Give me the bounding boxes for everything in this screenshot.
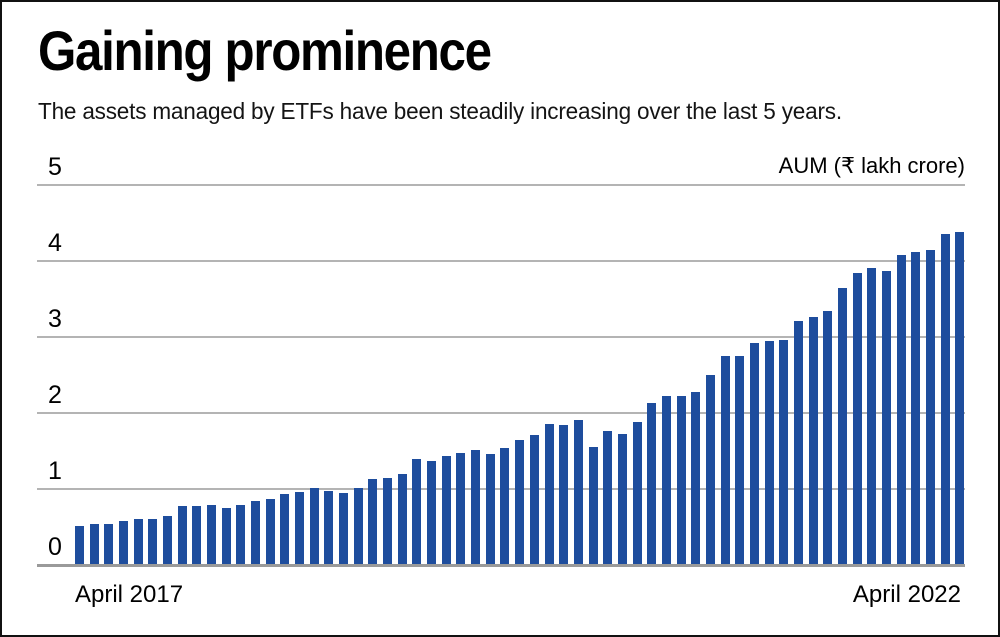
bar-series xyxy=(75,185,965,564)
bar-month-54 xyxy=(852,272,862,564)
bar-month-1 xyxy=(75,526,84,564)
y-tick-label-0: 0 xyxy=(48,533,62,561)
bar-month-45 xyxy=(720,356,730,564)
bar-chart-plot-area: AUM (₹ lakh crore) 0 1 2 3 4 5 xyxy=(37,153,965,567)
chart-subtitle: The assets managed by ETFs have been ste… xyxy=(38,98,842,124)
bar-month-13 xyxy=(251,501,261,564)
bar-month-34 xyxy=(559,425,569,564)
bar-month-9 xyxy=(192,505,202,564)
bar-month-3 xyxy=(104,523,114,564)
gridline-y2 xyxy=(37,412,965,414)
bar-month-43 xyxy=(691,391,701,564)
bar-month-19 xyxy=(339,492,349,564)
bar-month-37 xyxy=(603,430,613,564)
bar-month-52 xyxy=(823,310,833,564)
gridline-y4 xyxy=(37,260,965,262)
bar-month-4 xyxy=(119,520,129,564)
bar-month-10 xyxy=(207,504,217,564)
bar-month-27 xyxy=(456,453,466,564)
bar-month-58 xyxy=(911,251,921,564)
bar-month-57 xyxy=(896,254,906,564)
bar-month-40 xyxy=(647,402,657,564)
bar-month-11 xyxy=(221,507,231,564)
bar-month-47 xyxy=(749,342,759,564)
bar-month-15 xyxy=(280,493,290,564)
bar-month-18 xyxy=(324,491,334,564)
bar-month-5 xyxy=(133,519,143,564)
bar-month-12 xyxy=(236,504,246,564)
bar-month-59 xyxy=(925,250,935,564)
bar-month-25 xyxy=(427,460,437,564)
y-tick-label-5: 5 xyxy=(48,153,62,181)
bar-month-55 xyxy=(867,267,877,564)
bar-month-35 xyxy=(573,419,583,564)
bar-month-14 xyxy=(265,498,275,564)
bar-month-36 xyxy=(588,446,598,564)
bar-month-28 xyxy=(471,450,481,564)
bar-month-17 xyxy=(309,488,319,564)
bar-month-23 xyxy=(397,473,407,564)
bar-month-50 xyxy=(793,321,803,564)
bar-month-16 xyxy=(295,492,305,564)
chart-title: Gaining prominence xyxy=(38,19,492,82)
y-tick-label-4: 4 xyxy=(48,229,62,257)
y-tick-label-2: 2 xyxy=(48,381,62,409)
bar-month-22 xyxy=(383,478,393,564)
x-axis-end-label: April 2022 xyxy=(852,581,961,608)
bar-month-42 xyxy=(676,396,686,564)
x-axis-labels: April 2017 April 2022 xyxy=(75,581,961,609)
bar-month-24 xyxy=(412,458,422,564)
gridline-y3 xyxy=(37,336,965,338)
bar-month-56 xyxy=(881,271,891,564)
gridline-y5 xyxy=(37,184,965,186)
bar-month-44 xyxy=(705,374,715,564)
bar-month-2 xyxy=(89,523,99,564)
bar-month-38 xyxy=(617,433,627,564)
bar-month-51 xyxy=(808,316,818,564)
gridline-y0 xyxy=(37,564,965,567)
bar-month-20 xyxy=(353,488,363,564)
bar-month-6 xyxy=(148,518,158,564)
bar-month-49 xyxy=(779,339,789,564)
y-tick-label-1: 1 xyxy=(48,457,62,485)
bar-month-7 xyxy=(163,515,173,564)
bar-month-29 xyxy=(485,454,495,564)
bar-month-21 xyxy=(368,479,378,564)
bar-month-60 xyxy=(940,234,950,564)
bar-month-8 xyxy=(177,506,187,564)
bar-month-31 xyxy=(515,439,525,564)
bar-month-30 xyxy=(500,448,510,564)
bar-month-39 xyxy=(632,421,642,564)
y-tick-label-3: 3 xyxy=(48,305,62,333)
bar-month-46 xyxy=(735,355,745,564)
bar-month-26 xyxy=(441,455,451,564)
bar-month-32 xyxy=(529,435,539,564)
bar-month-48 xyxy=(764,341,774,564)
bar-month-41 xyxy=(661,395,671,564)
y-axis-unit-label: AUM (₹ lakh crore) xyxy=(778,153,965,178)
bar-month-61 xyxy=(955,232,965,564)
bar-month-53 xyxy=(837,288,847,564)
x-axis-start-label: April 2017 xyxy=(75,581,184,608)
bar-month-33 xyxy=(544,423,554,564)
